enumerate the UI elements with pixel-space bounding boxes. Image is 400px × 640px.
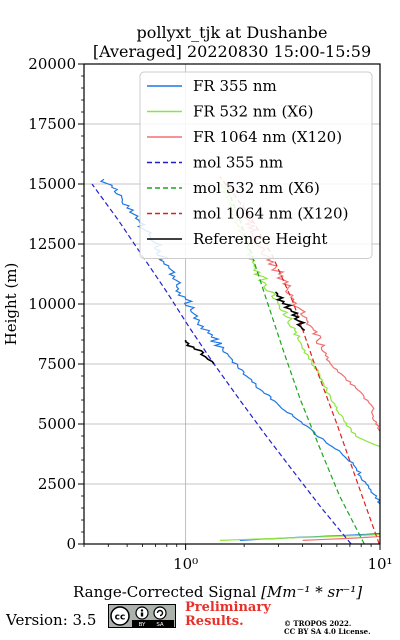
preliminary-line-2: Results. [185,614,244,629]
y-tick-label: 2500 [38,475,76,493]
y-tick-label: 12500 [28,235,76,253]
legend-label: FR 532 nm (X6) [193,103,313,121]
y-tick-label: 20000 [28,55,76,73]
y-tick-label: 10000 [28,295,76,313]
x-axis-label: Range-Corrected Signal [Mm⁻¹ * sr⁻¹] [73,583,362,601]
chart-title-line-2: [Averaged] 20220830 15:00-15:59 [93,42,371,61]
legend-label: mol 1064 nm (X120) [193,205,348,223]
legend-label: FR 1064 nm (X120) [193,128,342,146]
preliminary-results-label: Preliminary Results. [185,601,271,629]
x-tick-label: 10¹ [367,555,392,573]
legend: FR 355 nm FR 532 nm (X6) FR 1064 nm (X120)… [139,71,373,259]
series-line-fr-1064-nm-x120 [242,202,380,541]
copyright-notice: © TROPOS 2022. CC BY SA 4.0 License. [284,620,371,636]
legend-label: mol 355 nm [193,154,283,172]
y-tick-label: 7500 [38,355,76,373]
y-tick-label: 17500 [28,115,76,133]
cc-badge-icon: cc BY SA [110,606,174,628]
legend-label: FR 355 nm [193,77,277,95]
chart-title-line-1: pollyxt_tjk at Dushanbe [136,23,327,42]
legend-label: Reference Height [193,230,327,248]
x-axis-label-name: Range-Corrected Signal [73,583,256,601]
legend-box [139,71,373,259]
y-axis-label: Height (m) [2,263,20,346]
svg-text:cc: cc [115,613,126,623]
legend-label: mol 532 nm (X6) [193,179,320,197]
cc-sa-text: SA [156,622,164,627]
y-tick-label: 0 [66,535,76,553]
preliminary-line-1: Preliminary [185,600,271,615]
copyright-line-1: © TROPOS 2022. [284,619,352,628]
version-label: Version: 3.5 [6,611,97,629]
series-line-reference-segment [274,291,307,332]
cc-license-badge: cc BY SA [108,604,176,628]
copyright-line-2: CC BY SA 4.0 License. [284,627,371,636]
x-tick-label: 10⁰ [173,555,198,573]
series-line-mol-532-nm-x6 [224,183,365,544]
series-line-reference-height [184,339,215,365]
y-tick-label: 15000 [28,175,76,193]
x-axis-label-units: [Mm⁻¹ * sr⁻¹] [261,583,362,601]
cc-by-text: BY [139,622,146,627]
y-tick-label: 5000 [38,415,76,433]
